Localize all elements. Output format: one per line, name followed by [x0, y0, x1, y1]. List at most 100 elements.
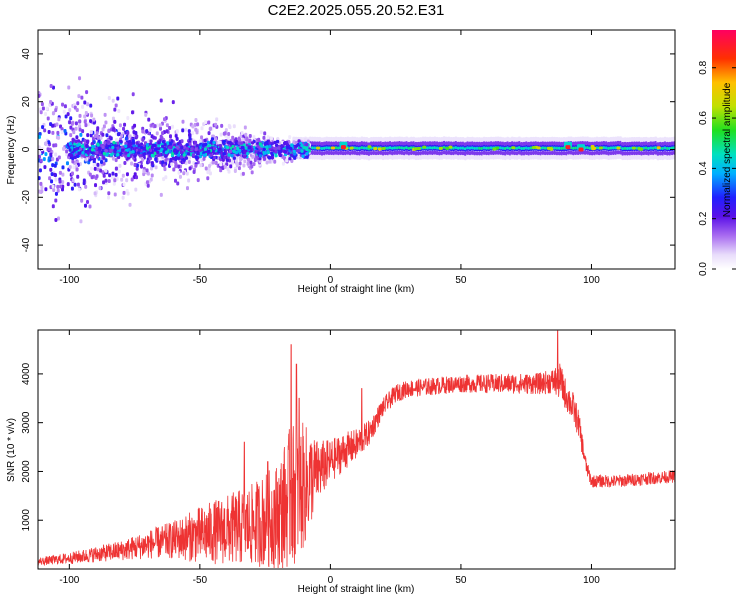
spectrogram-cell	[651, 151, 655, 156]
spectrogram-cell	[288, 135, 292, 140]
spectrogram-cell	[607, 141, 611, 146]
spectrogram-cell	[56, 130, 60, 135]
spectrogram-cell	[54, 177, 58, 182]
spectrogram-cell	[661, 151, 665, 156]
spectrogram-cell	[207, 149, 211, 154]
spectrogram-cell	[111, 171, 115, 176]
spectrogram-cell	[52, 188, 56, 193]
spectrogram-cell	[647, 154, 651, 161]
spectrogram-cell	[148, 127, 152, 132]
spectrogram-cell	[57, 117, 61, 122]
spectrogram-cell	[318, 136, 322, 143]
spectrogram-cell	[456, 141, 460, 146]
spectrogram-cell	[452, 153, 456, 160]
spectrogram-cell	[393, 150, 397, 155]
spectrogram-cell	[93, 191, 97, 196]
spectrogram-cell	[329, 141, 333, 146]
spectrogram-cell	[670, 153, 674, 160]
spectrogram-cell	[576, 153, 580, 160]
spectrogram-cell	[534, 150, 538, 155]
spectrogram-cell	[597, 137, 601, 144]
spectrogram-cell	[169, 157, 173, 162]
spectrogram-cell	[640, 137, 644, 144]
spectrogram-cell	[407, 153, 411, 160]
spectrogram-cell	[499, 136, 503, 143]
spectrogram-cell	[611, 136, 615, 143]
spectrogram-cell	[108, 144, 112, 148]
spectrogram-cell	[185, 146, 189, 151]
spectrogram-cell	[663, 136, 667, 143]
spectrogram-cell	[106, 140, 110, 144]
spectrogram-cell	[322, 137, 326, 144]
spectrogram-cell	[65, 149, 69, 154]
spectrogram-cell	[447, 136, 451, 143]
spectrogram-cell	[454, 150, 458, 155]
spectrogram-cell	[111, 127, 115, 132]
spectrogram-cell	[113, 192, 117, 197]
spectrogram-cell	[360, 150, 364, 155]
spectrogram-cell	[111, 145, 115, 150]
spectrogram-cell	[121, 173, 125, 178]
spectrogram-cell	[362, 153, 366, 160]
spectrogram-cell	[501, 141, 505, 146]
spectrogram-cell	[367, 151, 371, 156]
spectrogram-cell	[529, 151, 533, 156]
spectrogram-cell	[185, 143, 189, 147]
spectrogram-cell	[430, 150, 434, 155]
spectrogram-cell	[522, 151, 526, 156]
spectrogram-cell	[524, 141, 528, 146]
spectrogram-cell	[75, 108, 79, 113]
spectrogram-cell	[238, 138, 242, 143]
spectrogram-cell	[576, 150, 580, 155]
spectrogram-cell	[588, 153, 592, 160]
spectrogram-cell	[187, 129, 191, 134]
spectrogram-cell	[548, 147, 553, 151]
spectrogram-cell	[225, 145, 230, 150]
spectrogram-cell	[433, 146, 437, 150]
spectrogram-cell	[99, 135, 103, 140]
spectrogram-cell	[206, 170, 210, 175]
spectrogram-cell	[42, 157, 46, 162]
spectrogram-cell	[38, 134, 41, 139]
spectrogram-cell	[126, 130, 130, 135]
spectrogram-cell	[463, 137, 467, 144]
spectrogram-cell	[158, 153, 162, 157]
spectrogram-cell	[541, 141, 545, 146]
spectrogram-cell	[433, 150, 437, 155]
spectrogram-cell	[118, 163, 122, 168]
spectrogram-cell	[77, 187, 81, 192]
spectrogram-cell	[81, 151, 85, 155]
spectrogram-cell	[78, 124, 82, 129]
spectrogram-cell	[555, 137, 559, 144]
spectrogram-cell	[38, 154, 41, 159]
spectrogram-y-tick-label: 0	[21, 146, 32, 152]
spectrogram-cell	[565, 145, 571, 150]
spectrogram-cell	[263, 142, 267, 146]
spectrogram-cell	[180, 145, 184, 150]
spectrogram-cell	[295, 144, 299, 148]
spectrogram-cell	[595, 146, 599, 150]
spectrogram-cell	[263, 157, 267, 161]
spectrogram-cell	[503, 147, 507, 151]
spectrogram-cell	[165, 129, 169, 134]
spectrogram-cell	[311, 153, 315, 160]
spectrogram-cell	[51, 204, 55, 209]
spectrogram-cell	[440, 151, 444, 156]
spectrogram-cell	[96, 135, 100, 140]
spectrogram-cell	[191, 124, 195, 129]
spectrogram-cell	[101, 132, 105, 137]
spectrogram-cell	[564, 137, 568, 144]
spectrogram-cell	[430, 153, 434, 160]
spectrogram-cell	[527, 151, 531, 156]
spectrogram-cell	[353, 150, 357, 155]
spectrogram-cell	[63, 128, 67, 133]
spectrogram-cell	[654, 150, 658, 155]
spectrogram-cell	[157, 141, 161, 145]
spectrogram-cell	[137, 151, 141, 155]
spectrogram-cell	[329, 136, 333, 143]
spectrogram-cell	[116, 96, 120, 101]
spectrogram-cell	[381, 154, 385, 161]
spectrogram-cell	[139, 164, 143, 169]
spectrogram-cell	[117, 128, 121, 133]
spectrogram-cell	[155, 131, 159, 136]
